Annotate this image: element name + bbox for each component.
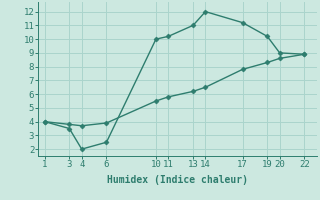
X-axis label: Humidex (Indice chaleur): Humidex (Indice chaleur) bbox=[107, 175, 248, 185]
